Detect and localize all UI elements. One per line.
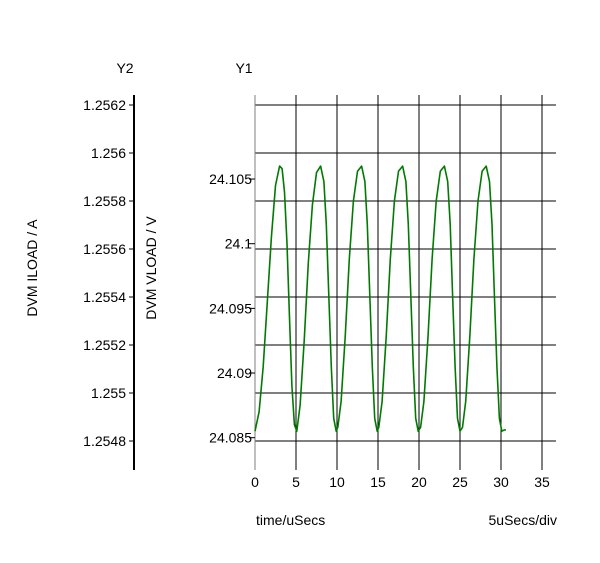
x-axis-label: time/uSecs: [256, 512, 325, 528]
series-line-vload: [254, 165, 506, 432]
y2-tick-label: 1.256: [91, 145, 126, 161]
grid-lines: [254, 95, 556, 470]
y2-tick-label: 1.2556: [83, 241, 126, 257]
y1-header: Y1: [235, 60, 252, 76]
y1-tick-label: 24.105: [209, 171, 252, 187]
x-scale-note: 5uSecs/div: [489, 512, 557, 528]
x-tick-label: 20: [411, 474, 427, 490]
y1-tick-label: 24.095: [209, 300, 252, 316]
y1-tick-label: 24.09: [217, 365, 252, 381]
y2-tick-label: 1.2554: [83, 289, 126, 305]
axes: [129, 95, 256, 470]
y2-axis-label: DVM ILOAD / A: [24, 219, 40, 317]
x-tick-label: 15: [370, 474, 386, 490]
y2-tick-label: 1.2548: [83, 433, 126, 449]
series: [254, 165, 506, 432]
y2-tick-label: 1.2558: [83, 193, 126, 209]
tick-labels: 1.2562 1.256 1.2558 1.2556 1.2554 1.2552 1.255…: [83, 97, 550, 490]
x-tick-label: 0: [251, 474, 259, 490]
y2-tick-label: 1.2562: [83, 97, 126, 113]
x-tick-label: 30: [493, 474, 509, 490]
x-tick-label: 10: [329, 474, 345, 490]
y2-tick-label: 1.2552: [83, 337, 126, 353]
x-tick-label: 5: [292, 474, 300, 490]
y2-header: Y2: [116, 60, 133, 76]
y1-axis-label: DVM VLOAD / V: [143, 216, 159, 320]
x-tick-label: 25: [452, 474, 468, 490]
y1-tick-label: 24.085: [209, 430, 252, 446]
x-tick-label: 35: [534, 474, 550, 490]
y1-tick-label: 24.1: [225, 236, 252, 252]
y2-tick-label: 1.255: [91, 385, 126, 401]
